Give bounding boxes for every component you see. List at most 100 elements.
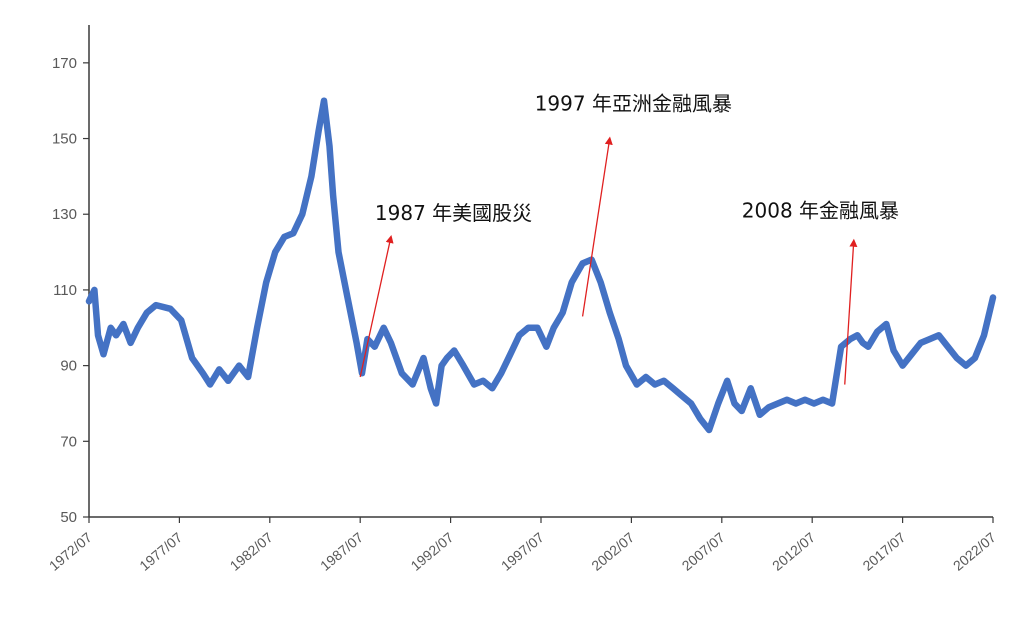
- data-point: [422, 356, 425, 360]
- x-tick-label: 1977/07: [136, 529, 185, 574]
- data-point: [346, 296, 349, 299]
- y-tick: 90: [60, 358, 89, 375]
- data-point: [821, 398, 825, 402]
- data-point: [812, 402, 816, 405]
- data-point: [544, 345, 548, 349]
- x-tick: 2022/07: [950, 517, 999, 574]
- x-tick-label: 2022/07: [950, 529, 999, 574]
- y-tick: 50: [60, 509, 89, 526]
- data-point: [472, 383, 476, 386]
- data-point: [662, 379, 666, 383]
- data-point: [226, 379, 230, 383]
- data-point: [102, 352, 105, 356]
- y-tick: 150: [52, 131, 89, 148]
- data-point: [355, 341, 359, 345]
- x-tick: 2007/07: [679, 517, 728, 574]
- data-point: [129, 341, 133, 345]
- data-point: [282, 235, 286, 239]
- y-tick: 110: [53, 282, 89, 299]
- data-point: [919, 341, 923, 345]
- data-point: [136, 326, 140, 330]
- data-point: [429, 386, 433, 390]
- annotation: 1997 年亞洲金融風暴: [535, 92, 732, 317]
- data-point: [794, 402, 798, 405]
- annotation: 2008 年金融風暴: [742, 199, 899, 385]
- data-point: [758, 413, 762, 417]
- annotation-arrow: [359, 234, 394, 378]
- data-point: [490, 386, 494, 390]
- x-tick: 1992/07: [407, 517, 457, 574]
- x-tick-label: 2017/07: [859, 529, 908, 574]
- data-point: [937, 333, 941, 337]
- data-point: [861, 341, 865, 345]
- data-point: [848, 337, 852, 341]
- data-point: [328, 144, 331, 148]
- data-point: [411, 383, 415, 386]
- data-point: [982, 333, 986, 337]
- y-tick-label: 150: [52, 131, 77, 148]
- series-layer: [85, 97, 997, 434]
- data-point: [434, 402, 438, 405]
- data-point: [309, 174, 313, 178]
- data-point: [698, 417, 702, 421]
- data-point: [892, 349, 896, 352]
- data-point: [910, 352, 914, 356]
- data-point: [389, 341, 393, 345]
- series-line: [85, 97, 997, 434]
- data-point: [875, 330, 879, 334]
- data-point: [114, 333, 118, 337]
- data-point: [168, 307, 172, 311]
- data-point: [716, 402, 720, 405]
- annotation-arrow: [844, 238, 858, 385]
- data-point: [901, 364, 905, 368]
- data-point: [517, 333, 521, 337]
- x-tick: 1987/07: [317, 517, 366, 574]
- data-point: [635, 383, 639, 386]
- y-tick-label: 50: [60, 509, 77, 526]
- data-point: [803, 398, 807, 402]
- data-point: [373, 345, 377, 349]
- data-point: [866, 345, 870, 349]
- data-point: [481, 379, 485, 383]
- annotations: 1987 年美國股災 1997 年亞洲金融風暴 2008 年金融風暴: [359, 92, 899, 385]
- x-tick-label: 1997/07: [498, 529, 547, 574]
- data-point: [855, 333, 859, 337]
- annotation-label: 1987 年美國股災: [375, 201, 532, 225]
- x-axis-ticks: 1972/07 1977/07 1982/07 1987/07 1992/07 1997/…: [46, 517, 999, 574]
- data-point: [707, 428, 711, 432]
- data-point: [461, 364, 465, 368]
- annotation-arrow: [581, 136, 613, 317]
- data-point: [322, 99, 326, 103]
- data-point: [689, 402, 693, 405]
- y-tick: 130: [52, 206, 89, 223]
- data-point: [552, 326, 556, 330]
- data-point: [535, 326, 539, 330]
- data-point: [331, 193, 335, 197]
- data-point: [217, 367, 221, 371]
- data-point: [237, 364, 241, 368]
- data-point: [255, 326, 259, 330]
- data-point: [179, 318, 183, 322]
- data-point: [964, 364, 968, 368]
- data-point: [624, 364, 628, 368]
- data-point: [725, 379, 729, 383]
- data-point: [671, 386, 675, 390]
- x-tick: 2002/07: [588, 517, 637, 574]
- y-tick-label: 90: [60, 358, 77, 375]
- data-point: [526, 326, 530, 330]
- data-point: [991, 296, 995, 299]
- data-point: [382, 326, 386, 330]
- data-point: [96, 333, 100, 337]
- data-point: [830, 402, 834, 405]
- data-point: [87, 299, 91, 303]
- data-point: [617, 337, 621, 341]
- data-point: [154, 303, 158, 307]
- data-point: [776, 402, 780, 405]
- data-point: [201, 371, 205, 375]
- data-point: [733, 402, 736, 405]
- data-point: [208, 383, 212, 386]
- y-tick-label: 170: [52, 55, 77, 72]
- data-point: [300, 212, 304, 216]
- data-point: [445, 356, 449, 360]
